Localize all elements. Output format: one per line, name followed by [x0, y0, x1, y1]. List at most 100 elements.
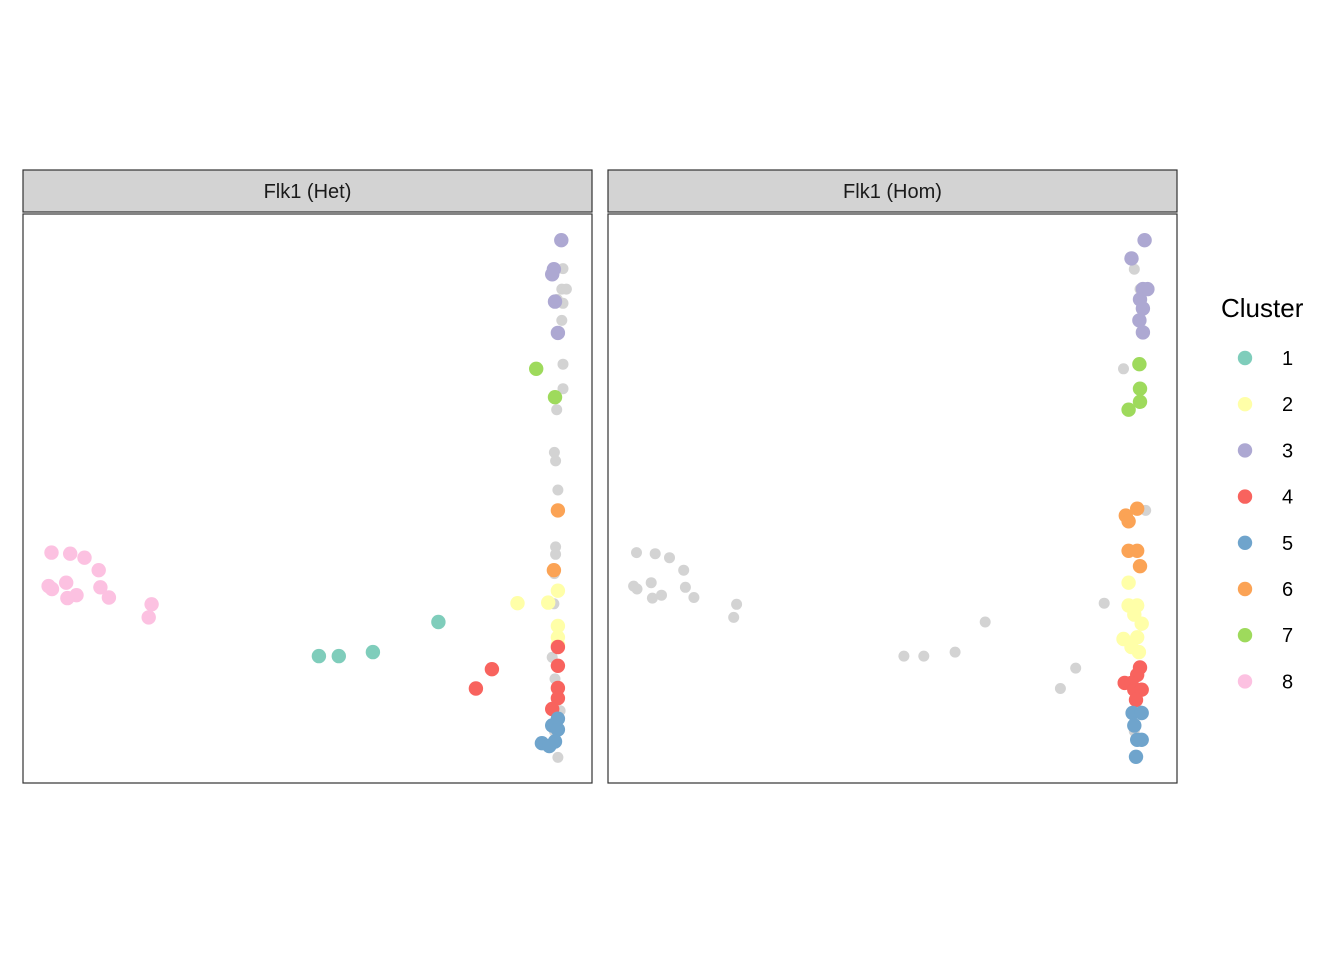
legend-key [1237, 628, 1253, 643]
cluster-2-point [510, 596, 525, 611]
points-layer [628, 233, 1155, 764]
cluster-8-point [93, 580, 108, 595]
background-point [550, 548, 562, 560]
legend-label: 3 [1282, 440, 1293, 462]
facet-panel-hom: Flk1 (Hom) [607, 169, 1178, 784]
plot-area [22, 213, 593, 784]
legend-key [1237, 674, 1253, 689]
background-point [552, 484, 564, 496]
cluster-8-point [44, 581, 60, 597]
cluster-8-point [44, 545, 59, 560]
cluster-4-point [550, 658, 566, 673]
background-point [548, 446, 560, 458]
legend-item: 4 [1237, 487, 1293, 509]
cluster-2-point [550, 583, 566, 598]
background-point [728, 611, 740, 623]
legend-key [1237, 489, 1253, 504]
legend-key [1237, 581, 1253, 597]
legend-label: 2 [1282, 394, 1293, 416]
cluster-8-point [91, 563, 106, 578]
background-point [664, 552, 675, 564]
cluster-8-point [141, 610, 156, 625]
cluster-4-point [468, 681, 484, 696]
background-point [1118, 363, 1129, 375]
background-point [557, 383, 569, 395]
cluster-2-point [1134, 616, 1149, 631]
background-point [631, 583, 643, 595]
cluster-4-point [1128, 692, 1144, 708]
cluster-8-point [101, 590, 117, 605]
legend: Cluster 1 2 3 4 5 6 7 8 [1221, 293, 1304, 693]
background-point [731, 598, 743, 610]
cluster-4-point [550, 691, 566, 706]
background-point [918, 650, 930, 662]
background-point [646, 592, 658, 604]
cluster-5-point [1134, 705, 1149, 721]
legend-label: 1 [1282, 348, 1293, 370]
legend-key [1237, 443, 1253, 458]
cluster-4-point [484, 662, 500, 677]
cluster-3-point [1137, 233, 1152, 248]
legend-key [1237, 535, 1253, 550]
cluster-3-point [545, 267, 560, 282]
background-point [557, 358, 569, 370]
background-point [1054, 683, 1066, 694]
legend-item: 7 [1237, 625, 1293, 647]
cluster-7-point [1121, 402, 1136, 417]
background-point [649, 548, 661, 560]
cluster-4-point [550, 680, 566, 696]
cluster-3-point [554, 233, 569, 248]
background-point [551, 404, 563, 416]
cluster-3-point [1135, 301, 1151, 316]
cluster-5-point [1134, 732, 1149, 747]
background-point [550, 455, 562, 467]
cluster-6-point [1130, 543, 1145, 558]
cluster-7-point [547, 390, 563, 405]
background-point [656, 589, 667, 601]
cluster-5-point [1127, 718, 1142, 733]
cluster-3-point [1135, 325, 1151, 340]
legend-key [1237, 350, 1253, 366]
cluster-3-point [1140, 281, 1155, 297]
background-point [979, 616, 991, 628]
legend-item: 5 [1237, 533, 1293, 555]
legend-item: 8 [1237, 671, 1293, 693]
background-point [688, 592, 700, 603]
legend-item: 3 [1237, 440, 1293, 462]
cluster-8-point [144, 597, 159, 612]
cluster-6-point [1130, 501, 1145, 516]
cluster-6-point [550, 503, 566, 518]
legend-label: 6 [1282, 579, 1293, 601]
background-point [631, 547, 642, 559]
cluster-7-point [1132, 381, 1148, 396]
cluster-5-point [542, 738, 557, 754]
strip-label: Flk1 (Hom) [843, 181, 942, 203]
background-point [679, 581, 691, 593]
cluster-8-point [58, 575, 74, 590]
cluster-1-point [311, 648, 327, 664]
cluster-2-point [1131, 644, 1147, 660]
cluster-2-point [1121, 575, 1136, 590]
strip-background [22, 169, 593, 213]
cluster-3-point [1124, 251, 1139, 266]
background-point [560, 283, 572, 295]
cluster-2-point [541, 595, 556, 610]
plot-area [607, 213, 1178, 784]
facet-panel-het: Flk1 (Het) [22, 169, 593, 784]
legend-label: 8 [1282, 671, 1293, 693]
legend-item: 1 [1237, 348, 1293, 370]
background-point [1098, 597, 1110, 609]
background-point [552, 751, 564, 763]
background-point [949, 646, 961, 658]
cluster-1-point [331, 648, 346, 664]
background-point [678, 564, 690, 576]
legend-item: 2 [1237, 394, 1293, 416]
cluster-6-point [546, 563, 562, 578]
cluster-2-point [550, 618, 566, 634]
cluster-6-point [1121, 514, 1136, 529]
cluster-1-point [365, 644, 381, 660]
strip-background [607, 169, 1178, 213]
cluster-8-point [62, 546, 78, 561]
legend-label: 4 [1282, 487, 1293, 509]
